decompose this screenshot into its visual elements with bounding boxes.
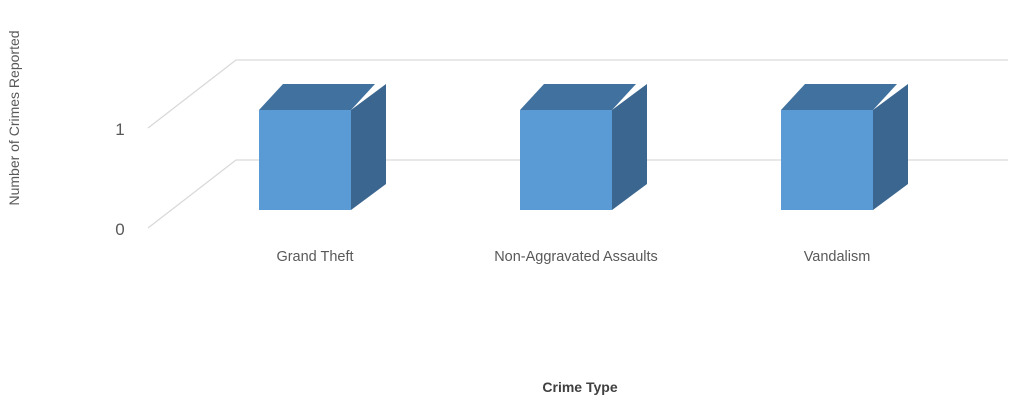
bar-1: [259, 84, 386, 210]
bar-front-face: [259, 110, 351, 210]
bar-side-face: [351, 84, 386, 210]
bars: [259, 84, 908, 210]
bar-2: [520, 84, 647, 210]
x-axis-title: Crime Type: [542, 379, 617, 395]
bar-side-face: [612, 84, 647, 210]
bar-front-face: [781, 110, 873, 210]
bar-top-face: [259, 84, 375, 110]
x-tick-label-3: Vandalism: [804, 249, 871, 265]
x-tick-label-1: Grand Theft: [276, 249, 353, 265]
y-tick-label-0: 0: [115, 220, 124, 239]
bar-3: [781, 84, 908, 210]
gridline-0: [147, 159, 1008, 229]
gridline-1: [147, 59, 1008, 129]
bar-top-face: [520, 84, 636, 110]
x-tick-label-2: Non-Aggravated Assaults: [494, 249, 658, 265]
y-tick-label-1: 1: [115, 120, 124, 139]
gridlines: [147, 59, 1008, 229]
bar-top-face: [781, 84, 897, 110]
x-tick-labels: Grand Theft Non-Aggravated Assaults Vandal…: [276, 249, 870, 265]
y-tick-labels: 01: [115, 120, 124, 239]
bar-front-face: [520, 110, 612, 210]
bar-side-face: [873, 84, 908, 210]
y-axis-title: Number of Crimes Reported: [6, 30, 22, 205]
